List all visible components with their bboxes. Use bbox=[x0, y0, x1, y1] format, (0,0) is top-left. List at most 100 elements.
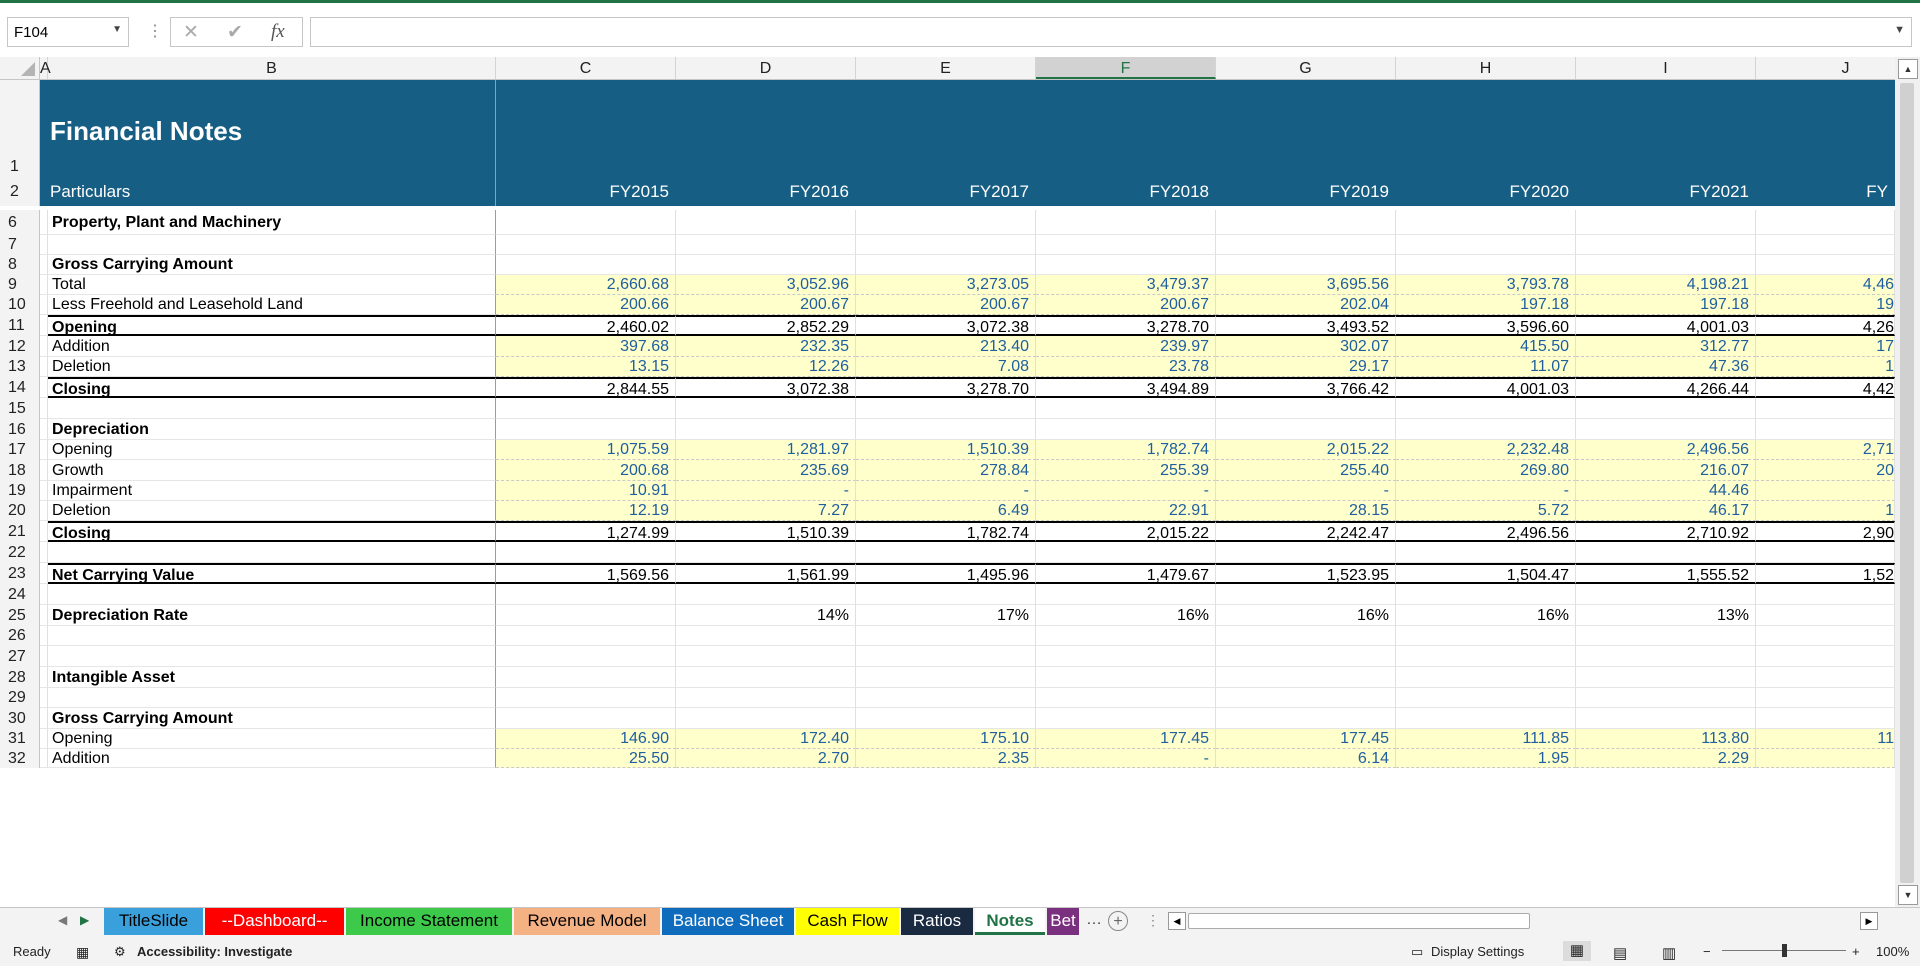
value-cell[interactable] bbox=[1216, 235, 1396, 255]
value-cell[interactable] bbox=[1396, 708, 1576, 729]
value-cell[interactable]: 13.15 bbox=[496, 357, 676, 377]
cell-a[interactable] bbox=[40, 235, 48, 255]
scroll-down-icon[interactable]: ▼ bbox=[1898, 885, 1918, 905]
value-cell[interactable] bbox=[856, 708, 1036, 729]
value-cell[interactable]: 12.19 bbox=[496, 501, 676, 521]
value-cell[interactable]: 3,766.42 bbox=[1216, 377, 1396, 398]
value-cell[interactable]: 6.14 bbox=[1216, 749, 1396, 768]
value-cell[interactable]: 1,504.47 bbox=[1396, 563, 1576, 584]
accessibility-status[interactable]: Accessibility: Investigate bbox=[137, 944, 293, 959]
row-number[interactable]: 20 bbox=[0, 501, 40, 521]
row-label[interactable] bbox=[48, 688, 496, 708]
row-label[interactable] bbox=[48, 626, 496, 646]
row-number[interactable]: 6 bbox=[0, 210, 40, 235]
value-cell[interactable] bbox=[1036, 398, 1216, 419]
value-cell[interactable] bbox=[1756, 667, 1895, 688]
value-cell[interactable]: 13% bbox=[1576, 605, 1756, 626]
value-cell[interactable] bbox=[676, 708, 856, 729]
value-cell[interactable]: 415.50 bbox=[1396, 336, 1576, 357]
value-cell[interactable]: 2.70 bbox=[676, 749, 856, 768]
value-cell[interactable]: - bbox=[1396, 481, 1576, 501]
value-cell[interactable]: 302.07 bbox=[1216, 336, 1396, 357]
value-cell[interactable] bbox=[1576, 542, 1756, 563]
row-number[interactable]: 31 bbox=[0, 729, 40, 749]
cell-a[interactable] bbox=[40, 729, 48, 749]
value-cell[interactable]: 3,695.56 bbox=[1216, 275, 1396, 295]
row-label[interactable]: Opening bbox=[48, 729, 496, 749]
value-cell[interactable]: 11.07 bbox=[1396, 357, 1576, 377]
value-cell[interactable]: 213.40 bbox=[856, 336, 1036, 357]
value-cell[interactable] bbox=[1036, 210, 1216, 235]
row-number[interactable]: 10 bbox=[0, 295, 40, 315]
value-cell[interactable]: 2,660.68 bbox=[496, 275, 676, 295]
row-label[interactable]: Addition bbox=[48, 749, 496, 768]
cell-a[interactable] bbox=[40, 377, 48, 398]
value-cell[interactable]: 197.18 bbox=[1396, 295, 1576, 315]
cell-a[interactable] bbox=[40, 667, 48, 688]
value-cell[interactable]: 17% bbox=[856, 605, 1036, 626]
cell-a[interactable] bbox=[40, 584, 48, 605]
value-cell[interactable]: - bbox=[1036, 481, 1216, 501]
year-header-6[interactable]: FY2021 bbox=[1576, 80, 1756, 206]
value-cell[interactable] bbox=[856, 542, 1036, 563]
sheet-tab[interactable]: Ratios bbox=[901, 908, 973, 935]
value-cell[interactable] bbox=[856, 210, 1036, 235]
cell-a[interactable] bbox=[40, 501, 48, 521]
value-cell[interactable]: 1,510.39 bbox=[856, 440, 1036, 460]
value-cell[interactable] bbox=[1036, 235, 1216, 255]
row-label[interactable]: Deletion bbox=[48, 357, 496, 377]
column-header-g[interactable]: G bbox=[1216, 57, 1396, 79]
sheet-tab[interactable]: TitleSlide bbox=[104, 908, 203, 935]
cell-a[interactable] bbox=[40, 605, 48, 626]
scroll-up-icon[interactable]: ▲ bbox=[1898, 59, 1918, 79]
value-cell[interactable]: 47.36 bbox=[1576, 357, 1756, 377]
value-cell[interactable] bbox=[1036, 584, 1216, 605]
value-cell[interactable]: 25.50 bbox=[496, 749, 676, 768]
cell-a[interactable] bbox=[40, 481, 48, 501]
value-cell[interactable] bbox=[1216, 688, 1396, 708]
value-cell[interactable] bbox=[1756, 708, 1895, 729]
value-cell[interactable]: 2,015.22 bbox=[1036, 521, 1216, 542]
sheet-tab[interactable]: Balance Sheet bbox=[662, 908, 794, 935]
value-cell[interactable] bbox=[1396, 626, 1576, 646]
row-label[interactable]: Property, Plant and Machinery bbox=[48, 210, 496, 235]
cell-a[interactable] bbox=[40, 646, 48, 667]
value-cell[interactable] bbox=[856, 235, 1036, 255]
value-cell[interactable] bbox=[676, 646, 856, 667]
value-cell[interactable]: 16% bbox=[1216, 605, 1396, 626]
value-cell[interactable] bbox=[1216, 210, 1396, 235]
row-label[interactable]: Closing bbox=[48, 377, 496, 398]
value-cell[interactable] bbox=[1216, 419, 1396, 440]
value-cell[interactable]: 3,596.60 bbox=[1396, 315, 1576, 336]
value-cell[interactable] bbox=[1216, 667, 1396, 688]
sheet-tab[interactable]: Cash Flow bbox=[796, 908, 899, 935]
value-cell[interactable] bbox=[1396, 398, 1576, 419]
year-header-4[interactable]: FY2019 bbox=[1216, 80, 1396, 206]
value-cell[interactable] bbox=[676, 235, 856, 255]
value-cell[interactable]: 200.67 bbox=[1036, 295, 1216, 315]
row-number[interactable]: 24 bbox=[0, 584, 40, 605]
cell-a[interactable] bbox=[40, 419, 48, 440]
value-cell[interactable] bbox=[496, 419, 676, 440]
year-header-0[interactable]: FY2015 bbox=[496, 80, 676, 206]
value-cell[interactable]: 278.84 bbox=[856, 460, 1036, 481]
value-cell[interactable]: 5.72 bbox=[1396, 501, 1576, 521]
value-cell[interactable] bbox=[496, 235, 676, 255]
value-cell[interactable]: 23.78 bbox=[1036, 357, 1216, 377]
row-number[interactable]: 19 bbox=[0, 481, 40, 501]
value-cell[interactable] bbox=[1396, 419, 1576, 440]
column-header-i[interactable]: I bbox=[1576, 57, 1756, 79]
value-cell[interactable]: 4,001.03 bbox=[1396, 377, 1576, 398]
chevron-down-icon[interactable]: ▼ bbox=[112, 24, 122, 35]
zoom-slider-handle[interactable] bbox=[1782, 944, 1787, 957]
row-number[interactable]: 14 bbox=[0, 377, 40, 398]
row-number[interactable]: 7 bbox=[0, 235, 40, 255]
value-cell[interactable]: 269.80 bbox=[1396, 460, 1576, 481]
value-cell[interactable] bbox=[1756, 584, 1895, 605]
value-cell[interactable]: 3,278.70 bbox=[1036, 315, 1216, 336]
year-header-5[interactable]: FY2020 bbox=[1396, 80, 1576, 206]
value-cell[interactable]: 3,793.78 bbox=[1396, 275, 1576, 295]
value-cell[interactable]: 14% bbox=[676, 605, 856, 626]
value-cell[interactable] bbox=[1756, 626, 1895, 646]
column-header-d[interactable]: D bbox=[676, 57, 856, 79]
